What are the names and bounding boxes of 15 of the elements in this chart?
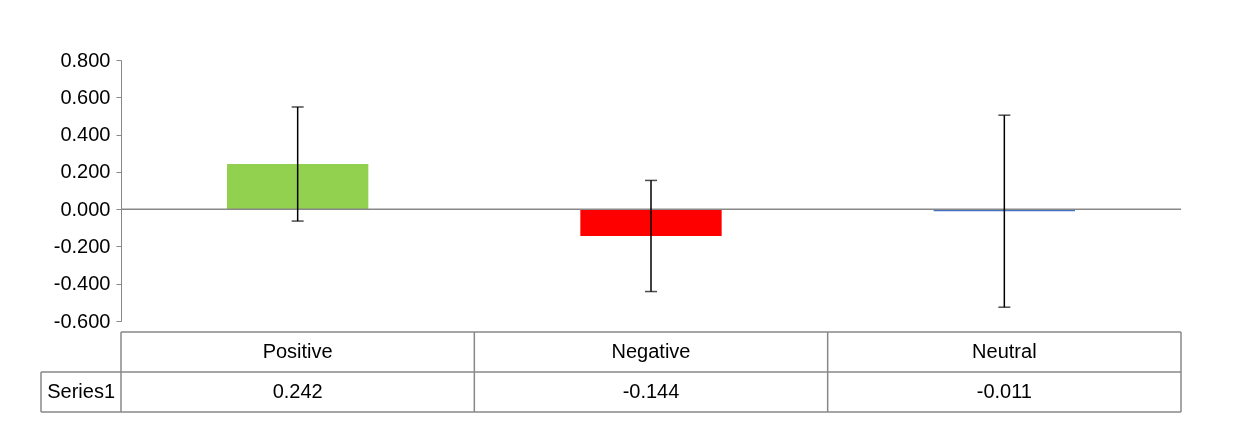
y-tick-label: -0.400 bbox=[53, 272, 111, 295]
y-tick-label: 0.000 bbox=[60, 197, 111, 220]
x-tick-label: Positive bbox=[262, 340, 333, 362]
y-tick-label: 0.200 bbox=[60, 160, 111, 183]
data-label: -0.144 bbox=[622, 380, 680, 402]
y-tick-label: -0.600 bbox=[53, 309, 111, 332]
x-tick-label: Negative bbox=[611, 340, 691, 362]
y-tick-label: 0.600 bbox=[60, 85, 111, 108]
y-tick-label: 0.800 bbox=[60, 48, 111, 71]
data-label: -0.011 bbox=[976, 380, 1032, 402]
data-label: 0.242 bbox=[272, 380, 323, 402]
y-tick-label: 0.400 bbox=[60, 123, 111, 146]
x-tick-label: Neutral bbox=[972, 340, 1037, 362]
text: Series1 bbox=[47, 380, 115, 402]
y-tick-label: -0.200 bbox=[53, 234, 111, 257]
